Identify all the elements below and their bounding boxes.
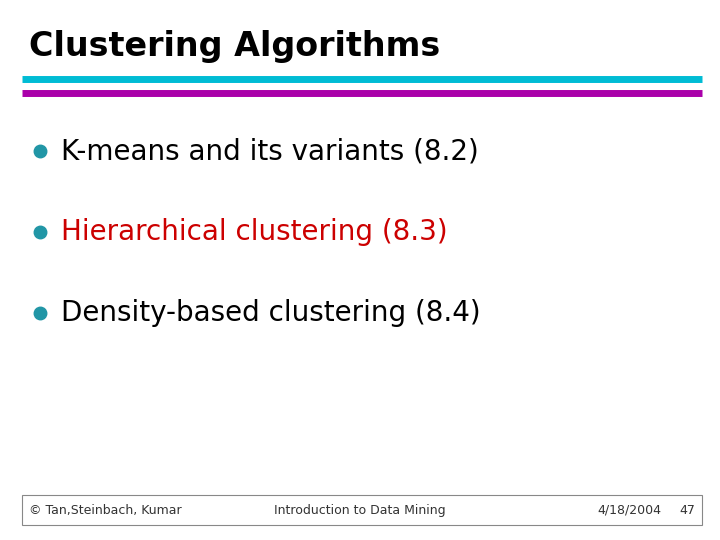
Text: Clustering Algorithms: Clustering Algorithms: [29, 30, 440, 63]
Text: Hierarchical clustering (8.3): Hierarchical clustering (8.3): [61, 218, 448, 246]
Text: 47: 47: [679, 504, 695, 517]
Text: Introduction to Data Mining: Introduction to Data Mining: [274, 504, 446, 517]
Text: 4/18/2004: 4/18/2004: [598, 504, 662, 517]
Text: © Tan,Steinbach, Kumar: © Tan,Steinbach, Kumar: [29, 504, 181, 517]
Text: Density-based clustering (8.4): Density-based clustering (8.4): [61, 299, 481, 327]
Text: K-means and its variants (8.2): K-means and its variants (8.2): [61, 137, 479, 165]
Bar: [22, 495, 702, 525]
